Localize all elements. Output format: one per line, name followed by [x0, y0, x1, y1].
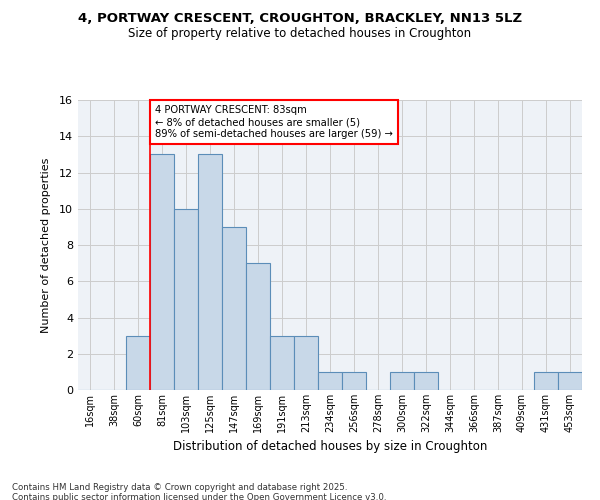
Bar: [270, 336, 294, 390]
Bar: [342, 372, 366, 390]
Bar: [318, 372, 342, 390]
Bar: [534, 372, 558, 390]
Bar: [558, 372, 582, 390]
Bar: [222, 227, 246, 390]
Text: Contains HM Land Registry data © Crown copyright and database right 2025.
Contai: Contains HM Land Registry data © Crown c…: [12, 482, 386, 500]
Bar: [150, 154, 174, 390]
Text: Size of property relative to detached houses in Croughton: Size of property relative to detached ho…: [128, 28, 472, 40]
Text: 4 PORTWAY CRESCENT: 83sqm
← 8% of detached houses are smaller (5)
89% of semi-de: 4 PORTWAY CRESCENT: 83sqm ← 8% of detach…: [155, 106, 392, 138]
Bar: [174, 209, 198, 390]
Bar: [246, 263, 270, 390]
Bar: [126, 336, 150, 390]
Bar: [198, 154, 222, 390]
Bar: [414, 372, 438, 390]
Text: 4, PORTWAY CRESCENT, CROUGHTON, BRACKLEY, NN13 5LZ: 4, PORTWAY CRESCENT, CROUGHTON, BRACKLEY…: [78, 12, 522, 26]
X-axis label: Distribution of detached houses by size in Croughton: Distribution of detached houses by size …: [173, 440, 487, 454]
Y-axis label: Number of detached properties: Number of detached properties: [41, 158, 50, 332]
Bar: [294, 336, 318, 390]
Bar: [390, 372, 414, 390]
